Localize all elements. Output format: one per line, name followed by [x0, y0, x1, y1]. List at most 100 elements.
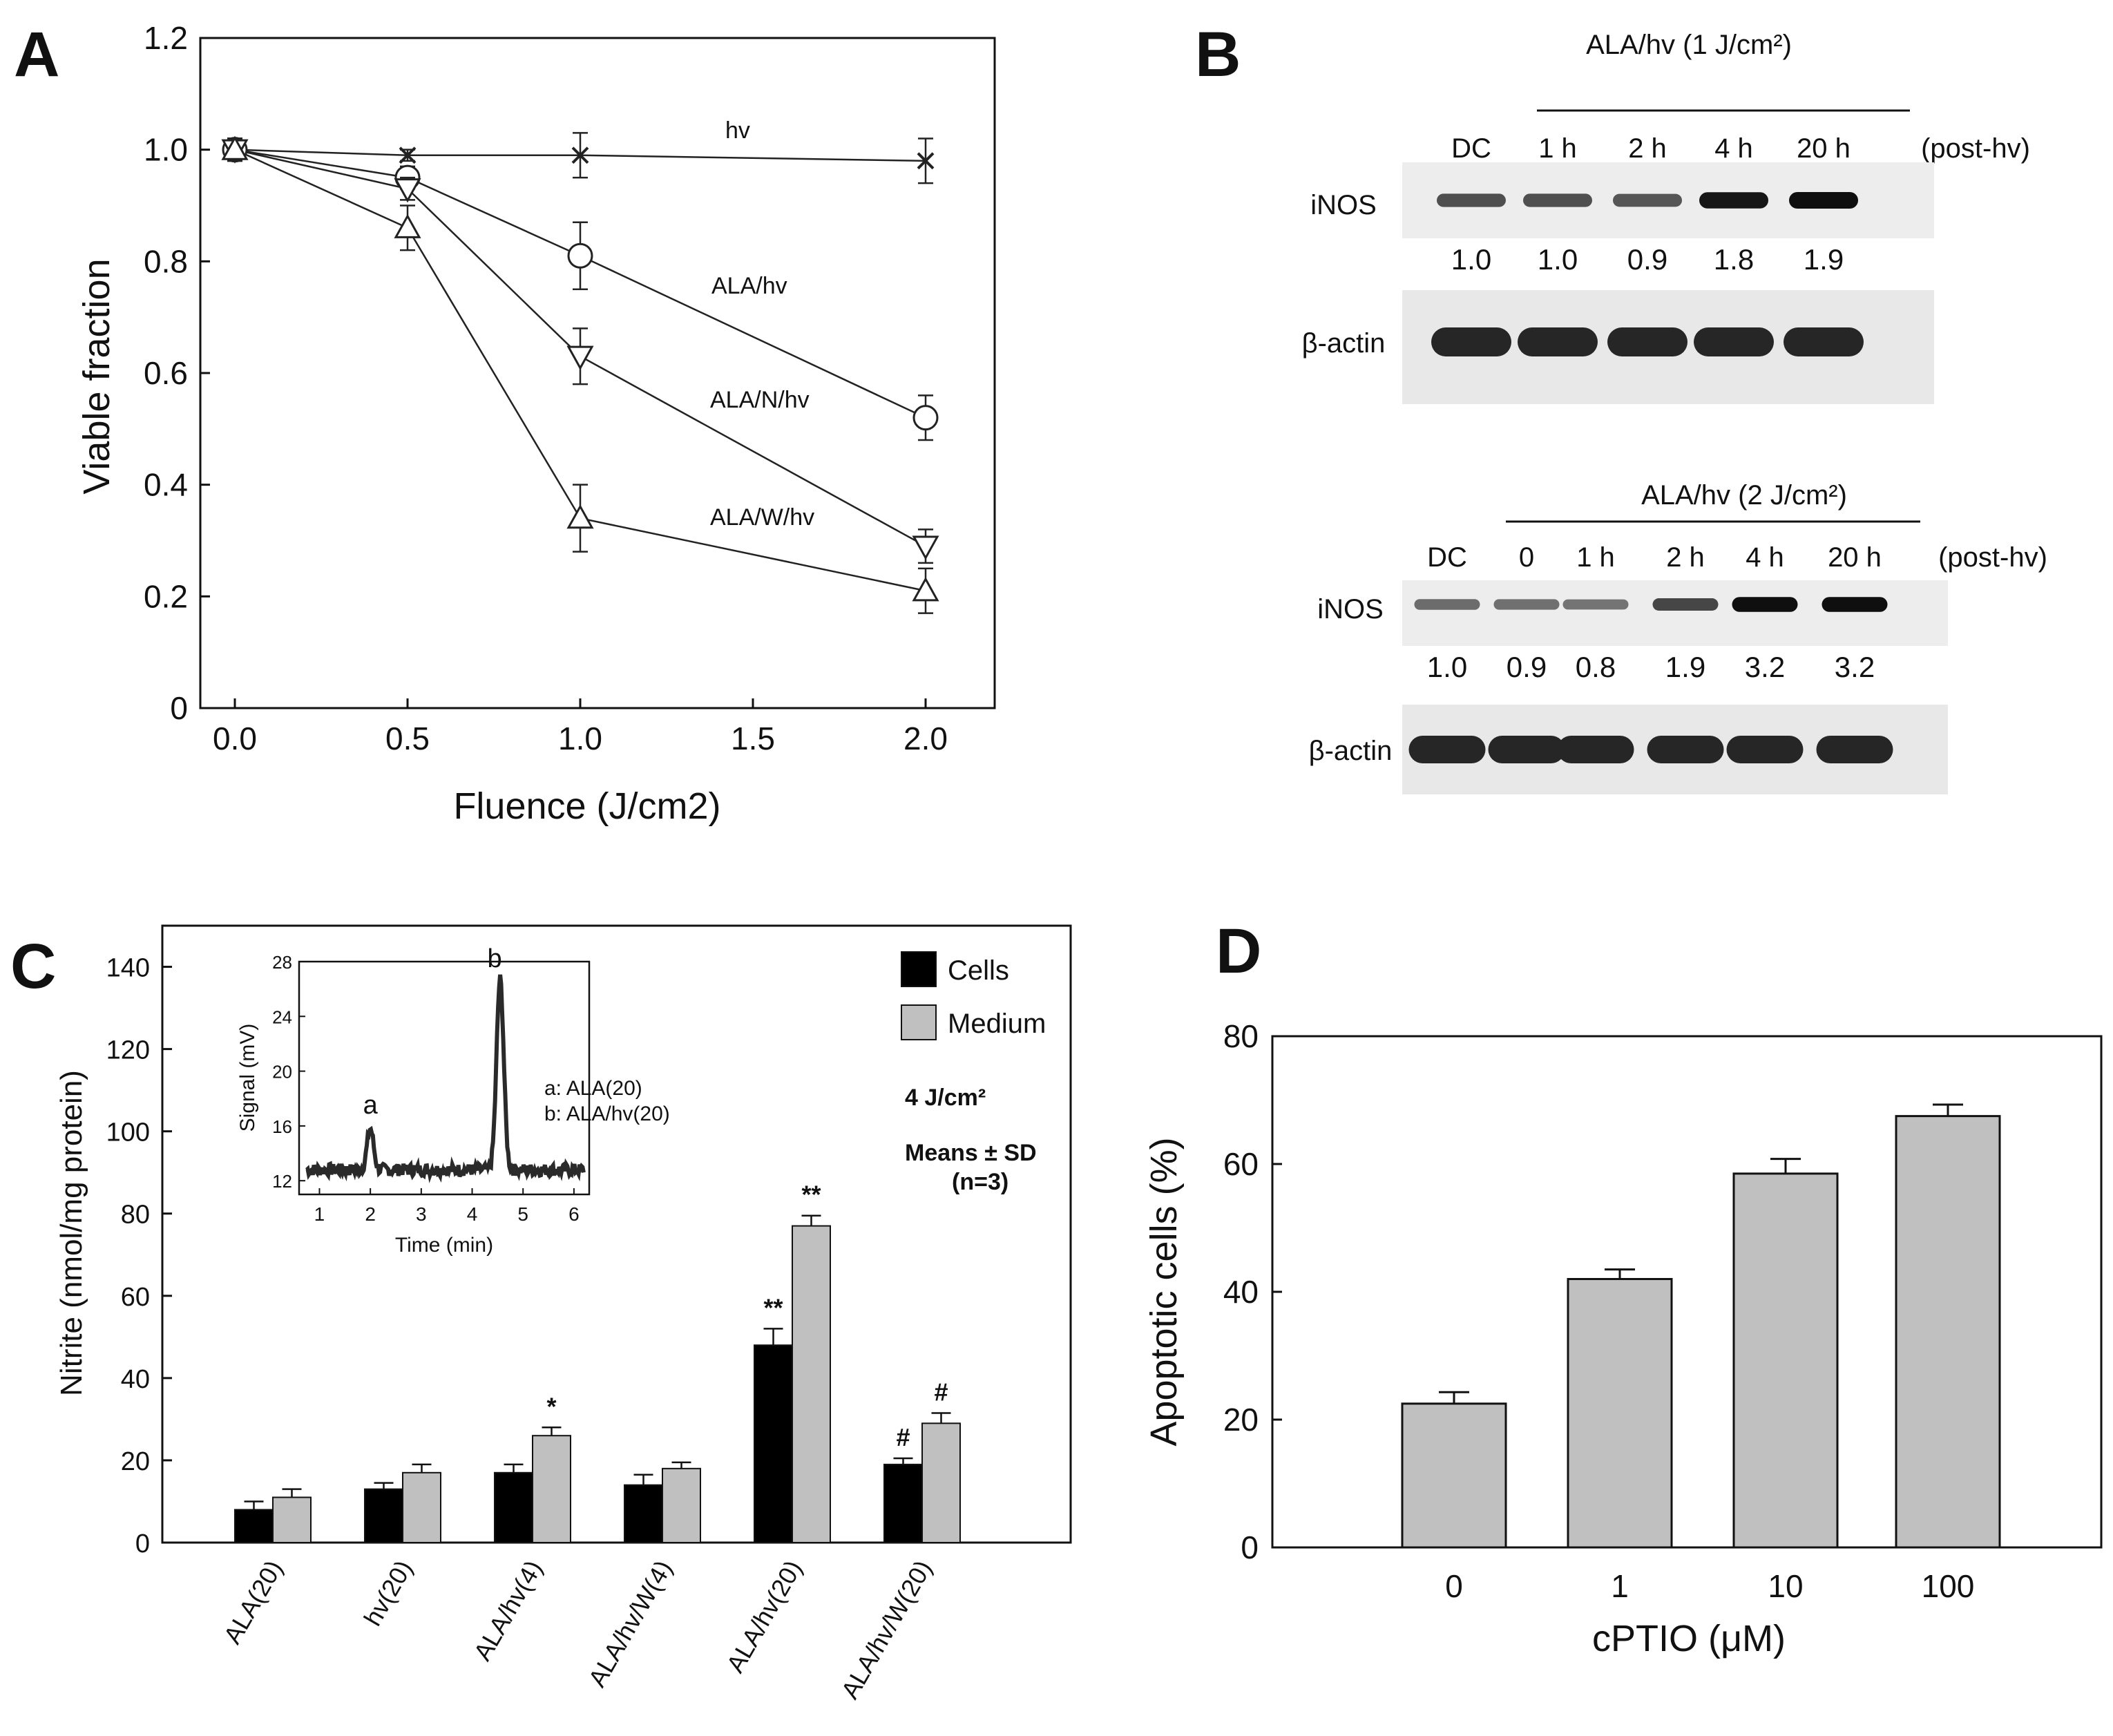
band-value: 1.0	[1538, 243, 1578, 276]
legend-swatch-medium	[901, 1004, 937, 1040]
series-markers-a	[221, 132, 939, 614]
lane-label: 4 h	[1714, 133, 1753, 164]
series-label-ala-w-hv: ALA/W/hv	[710, 504, 814, 531]
bars-c	[234, 1214, 961, 1544]
inset-frame	[298, 960, 591, 1196]
x-tick-label: 1	[1611, 1568, 1629, 1604]
y-tick-label: 80	[1223, 1018, 1259, 1054]
bar-cells	[494, 1471, 533, 1543]
y-tick-label: 140	[106, 954, 150, 983]
inset-x-title: Time (min)	[395, 1234, 493, 1257]
data-point-triangle-up	[566, 504, 594, 529]
data-point-triangle-down	[394, 178, 421, 203]
blot-1-row-label-actin: β-actin	[1302, 328, 1386, 359]
band-actin	[1431, 327, 1511, 356]
lane-label: 4 h	[1746, 542, 1784, 573]
x-tick-label: 100	[1922, 1568, 1975, 1604]
legend-swatch-cells	[901, 951, 937, 987]
note-means: Means ± SD	[905, 1140, 1037, 1166]
bar-cells	[364, 1488, 403, 1544]
blot-2-bands-inos	[1414, 597, 1888, 612]
inset-y-tick-label: 28	[272, 952, 292, 973]
panel-letter-a: A	[14, 19, 59, 90]
panel-letter-d: D	[1216, 916, 1261, 986]
inset-x-tick-label: 2	[365, 1203, 376, 1225]
bar-cells	[624, 1484, 663, 1543]
lane-label: DC	[1427, 542, 1467, 573]
lane-label: 1 h	[1538, 133, 1577, 164]
data-point-triangle-up	[394, 213, 421, 238]
legend-c: Cells Medium	[901, 951, 1046, 1040]
series-lines-a	[234, 149, 926, 592]
band-inos	[1437, 193, 1506, 207]
band-value: 1.8	[1714, 243, 1754, 276]
plot-frame-c	[161, 924, 1072, 1544]
inset-y-tick-label: 24	[272, 1007, 292, 1027]
lane-label: 2 h	[1666, 542, 1705, 573]
panel-a: A 0.0 0.5 1.0 1.5 2.0 0 0.2 0.4 0.6 0.8 1.0 1.2 hv …	[14, 19, 996, 827]
series-labels-a: hv ALA/hv ALA/N/hv ALA/W/hv	[710, 117, 814, 531]
blot-1: ALA/hv (1 J/cm²) DC 1 h 2 h 4 h 20 h (post-h…	[1302, 30, 2030, 404]
bar-cells	[883, 1463, 923, 1544]
y-tick-label: 0.2	[144, 578, 188, 614]
bar-cells	[754, 1344, 793, 1543]
y-tick-label: 1.0	[144, 132, 188, 168]
x-tick-label: 2.0	[903, 721, 948, 756]
bar-medium	[662, 1467, 701, 1544]
blot-1-row-label-inos: iNOS	[1310, 190, 1377, 220]
panel-letter-c: C	[10, 931, 56, 1002]
band-inos	[1699, 192, 1768, 209]
lane-label: 20 h	[1828, 542, 1882, 573]
y-tick-label: 0.8	[144, 243, 188, 279]
band-actin	[1557, 736, 1634, 763]
band-inos	[1414, 599, 1480, 610]
x-tick-label: 1.0	[558, 721, 602, 756]
x-tick-label: 1.5	[731, 721, 775, 756]
axis-ticks-c: 0 20 40 60 80 100 120 140	[106, 954, 172, 1558]
blot-1-post-label: (post-hv)	[1921, 133, 2030, 164]
bar	[1567, 1278, 1673, 1549]
band-value: 1.0	[1427, 651, 1467, 683]
y-tick-label: 20	[1223, 1402, 1259, 1438]
data-point-x	[917, 152, 935, 170]
x-axis-title-a: Fluence (J/cm2)	[453, 785, 720, 827]
inset-x-tick-label: 4	[467, 1203, 478, 1225]
band-value: 3.2	[1745, 651, 1785, 683]
bar-medium	[532, 1435, 571, 1544]
category-label: hv(20)	[358, 1556, 418, 1631]
y-tick-label: 40	[121, 1365, 150, 1394]
note-fluence: 4 J/cm²	[905, 1085, 986, 1111]
band-inos	[1562, 599, 1629, 610]
data-point-x	[571, 146, 589, 164]
panel-letter-b: B	[1195, 19, 1241, 90]
data-point-x	[399, 146, 417, 164]
significance-mark: #	[934, 1377, 948, 1406]
bar	[1732, 1172, 1839, 1549]
inset-x-tick-label: 5	[517, 1203, 528, 1225]
panel-d: D 0 20 40 60 80 0 1 10 100 Apoptotic cells (%) c…	[1143, 916, 2103, 1659]
data-point-triangle-up	[912, 577, 939, 602]
bar-medium	[921, 1422, 961, 1543]
series-label-hv: hv	[725, 117, 750, 144]
x-tick-label: 0	[1445, 1568, 1463, 1604]
significance-mark: #	[896, 1423, 910, 1451]
bar-medium	[272, 1496, 312, 1544]
axis-ticks-a: 0.0 0.5 1.0 1.5 2.0 0 0.2 0.4 0.6 0.8 1.0 1.2	[144, 20, 948, 756]
y-tick-label: 120	[106, 1036, 150, 1065]
band-inos	[1523, 193, 1592, 207]
category-labels-c: ALA(20) hv(20) ALA/hv(4) ALA/hv/W(4) ALA/hv(…	[218, 1556, 937, 1704]
band-actin	[1518, 327, 1598, 356]
lane-label: DC	[1451, 133, 1491, 164]
y-axis-title-d: Apoptotic cells (%)	[1143, 1137, 1185, 1446]
bar-medium	[792, 1225, 831, 1544]
band-value: 0.8	[1576, 651, 1616, 683]
blot-2-post-label: (post-hv)	[1938, 542, 2047, 573]
y-tick-label: 0	[170, 690, 188, 726]
blot-1-bands-inos	[1437, 192, 1858, 209]
category-label: ALA/hv/W(20)	[835, 1556, 937, 1704]
data-point-triangle-up	[221, 135, 249, 160]
y-tick-label: 0	[135, 1529, 150, 1558]
inset-x-tick-label: 6	[568, 1203, 580, 1225]
